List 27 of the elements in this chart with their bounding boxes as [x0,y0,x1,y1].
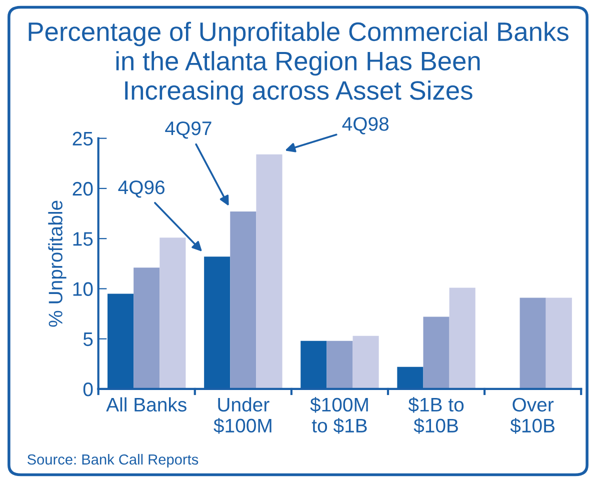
bar [546,298,572,389]
bar [134,268,160,389]
x-tick-label: $1B to $10B [408,397,464,434]
y-tick-label: 25 [72,132,93,146]
y-tick-label: 0 [83,382,93,396]
x-tick-label: Over $10B [510,398,555,434]
y-tick-label: 15 [73,232,93,246]
bar [326,340,353,389]
bar [423,316,450,389]
x-tick-label: All Banks [106,397,186,412]
x-tick-label: $100M to $1B [310,397,368,434]
text: 4Q96 [118,180,164,198]
bar [256,154,282,389]
x-tick-label: Under $100M [214,397,272,434]
text: 4Q98 [342,117,389,134]
bar [449,288,476,389]
chart-title: Percentage of Unprofitable Commercial Banks in the Atlanta Region Has Been Increasing across Asset Sizes [28,22,568,106]
source-note: Source: Bank Call Reports [27,454,198,468]
bar [520,298,546,389]
y-tick-label: 20 [72,182,93,196]
text: 4Q97 [165,121,212,139]
bar [230,212,256,389]
y-axis-title: % Unprofitable [48,200,66,327]
bar [352,336,379,389]
bar [160,238,186,389]
y-tick-label: 10 [73,282,93,296]
y-tick-label: 5 [83,332,93,346]
